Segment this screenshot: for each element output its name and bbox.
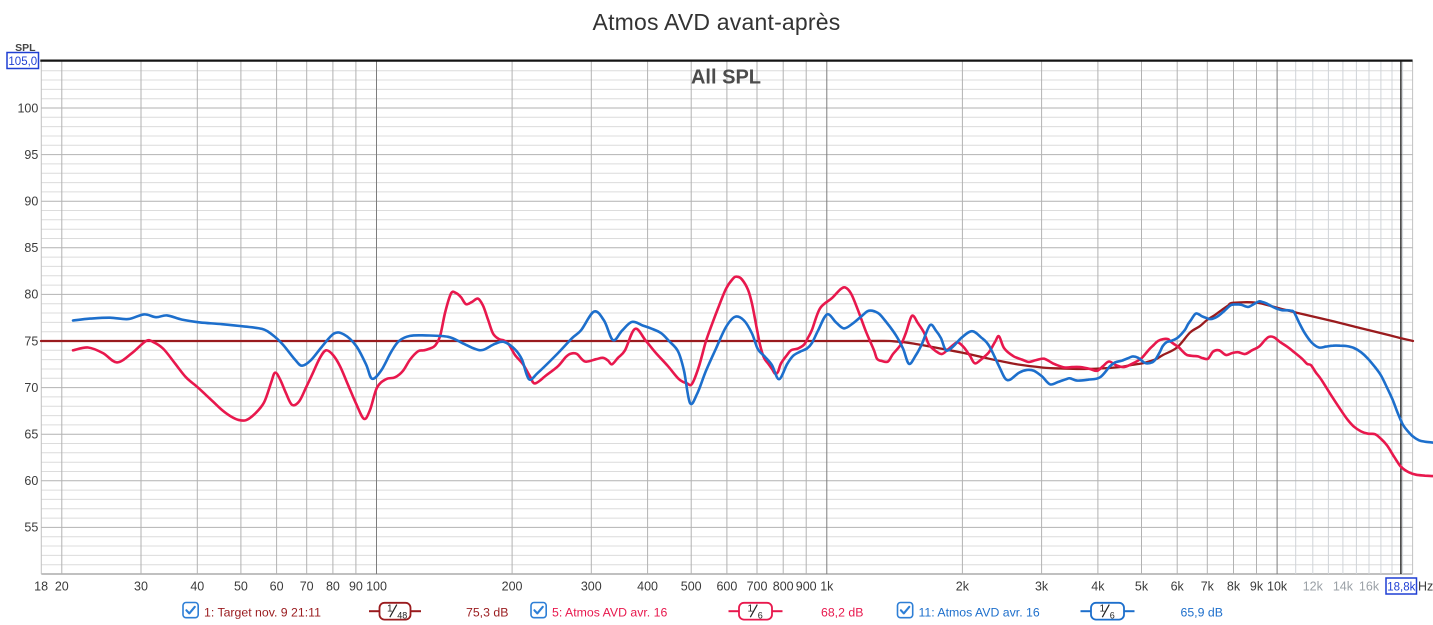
svg-text:5: Atmos AVD avr. 16: 5: Atmos AVD avr. 16 [552, 606, 667, 620]
svg-text:65: 65 [24, 428, 38, 442]
svg-text:4k: 4k [1091, 580, 1105, 594]
svg-text:SPL: SPL [15, 42, 36, 54]
svg-text:90: 90 [24, 195, 38, 209]
svg-text:60: 60 [24, 474, 38, 488]
svg-text:70: 70 [24, 381, 38, 395]
svg-text:300: 300 [581, 580, 602, 594]
svg-text:105,0: 105,0 [8, 56, 37, 68]
svg-text:10k: 10k [1267, 580, 1288, 594]
svg-text:3k: 3k [1035, 580, 1049, 594]
svg-text:60: 60 [270, 580, 284, 594]
svg-text:2k: 2k [956, 580, 970, 594]
svg-text:80: 80 [24, 288, 38, 302]
svg-text:80: 80 [326, 580, 340, 594]
svg-text:8k: 8k [1227, 580, 1241, 594]
svg-text:6: 6 [758, 610, 763, 620]
svg-text:16k: 16k [1359, 580, 1380, 594]
svg-text:1: 1 [1099, 604, 1105, 615]
svg-text:100: 100 [366, 580, 387, 594]
svg-text:55: 55 [24, 521, 38, 535]
svg-text:5k: 5k [1135, 580, 1149, 594]
svg-text:1k: 1k [820, 580, 834, 594]
svg-text:700: 700 [747, 580, 768, 594]
svg-text:200: 200 [502, 580, 523, 594]
svg-text:65,9 dB: 65,9 dB [1181, 606, 1223, 620]
svg-text:500: 500 [681, 580, 702, 594]
svg-text:1: 1 [747, 604, 753, 615]
svg-text:400: 400 [637, 580, 658, 594]
svg-text:50: 50 [234, 580, 248, 594]
svg-text:14k: 14k [1333, 580, 1354, 594]
svg-text:70: 70 [300, 580, 314, 594]
svg-text:68,2 dB: 68,2 dB [821, 606, 863, 620]
svg-text:11: Atmos AVD avr. 16: 11: Atmos AVD avr. 16 [919, 606, 1040, 620]
svg-text:48: 48 [397, 610, 407, 620]
svg-text:90: 90 [349, 580, 363, 594]
svg-text:75: 75 [24, 334, 38, 348]
svg-text:75,3 dB: 75,3 dB [466, 606, 508, 620]
svg-text:85: 85 [24, 241, 38, 255]
svg-text:1: 1 [387, 604, 393, 615]
svg-text:12k: 12k [1303, 580, 1324, 594]
svg-text:800: 800 [773, 580, 794, 594]
svg-text:6k: 6k [1171, 580, 1185, 594]
svg-text:40: 40 [190, 580, 204, 594]
svg-text:18: 18 [34, 580, 48, 594]
svg-text:18,8k: 18,8k [1387, 582, 1415, 594]
svg-text:900: 900 [796, 580, 817, 594]
svg-text:95: 95 [24, 148, 38, 162]
svg-text:1: Target nov. 9 21:11: 1: Target nov. 9 21:11 [204, 606, 321, 620]
svg-text:30: 30 [134, 580, 148, 594]
svg-text:Hz: Hz [1418, 580, 1433, 594]
svg-text:6: 6 [1110, 610, 1115, 620]
svg-text:7k: 7k [1201, 580, 1215, 594]
svg-text:9k: 9k [1250, 580, 1264, 594]
svg-text:100: 100 [17, 101, 38, 115]
svg-text:20: 20 [55, 580, 69, 594]
svg-text:All SPL: All SPL [691, 67, 761, 89]
svg-text:600: 600 [716, 580, 737, 594]
